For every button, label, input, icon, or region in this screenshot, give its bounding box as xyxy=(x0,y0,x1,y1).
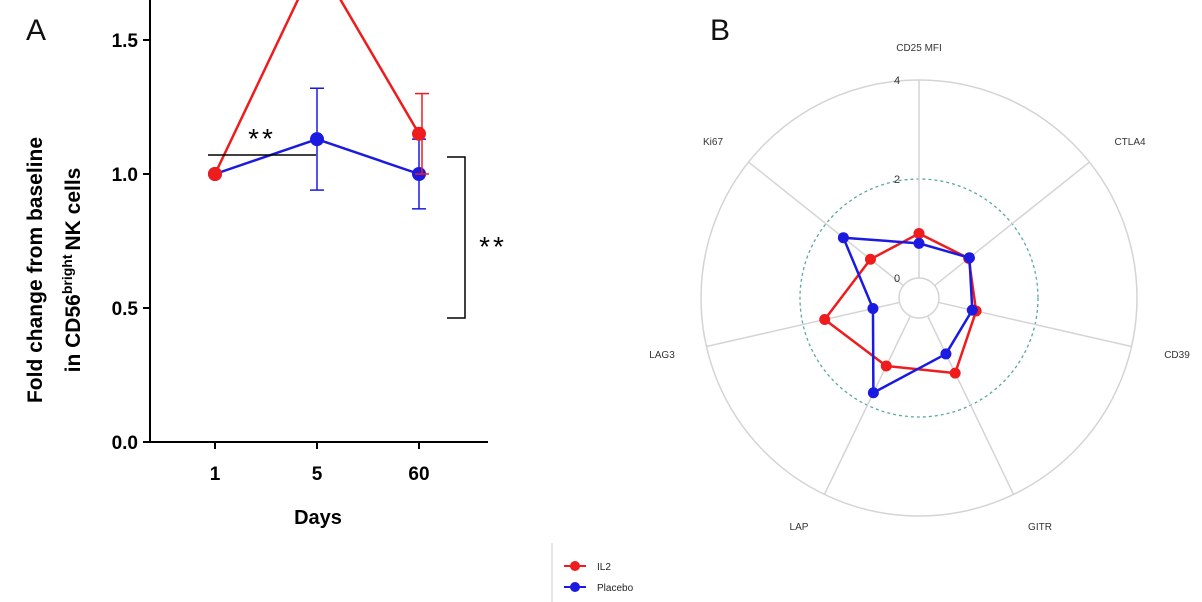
legend-swatch-marker xyxy=(570,561,580,571)
y-axis-label: Fold change from baseline in CD56bright N… xyxy=(24,137,85,403)
data-point xyxy=(412,126,426,141)
radar-point xyxy=(837,232,849,244)
x-tick-label: 60 xyxy=(408,464,429,485)
x-tick-label: 1 xyxy=(210,464,221,485)
panel-a-significance: ** ** xyxy=(208,123,507,319)
significance-bracket xyxy=(447,156,466,319)
legend: IL2 Placebo xyxy=(551,543,634,602)
panel-a-series xyxy=(208,0,429,210)
radar-point xyxy=(864,253,876,265)
radar-series xyxy=(819,227,982,399)
radar-point xyxy=(913,237,925,249)
radar-point xyxy=(949,367,961,379)
radar-spoke xyxy=(823,315,911,495)
legend-label: Placebo xyxy=(597,583,634,594)
radar-axis-label: LAP xyxy=(790,522,809,533)
radar-axis-labels: CD25 MFI CTLA4 CD39 GITR LAP LAG3 Ki67 xyxy=(649,43,1190,533)
radar-point xyxy=(867,303,879,315)
radar-tick-label: 2 xyxy=(894,174,900,186)
radar-tick-label: 0 xyxy=(894,273,900,285)
x-tick-label: 5 xyxy=(312,464,323,485)
x-axis-label: Days xyxy=(294,507,342,529)
y-tick-label: 1.0 xyxy=(112,165,138,186)
radar-point xyxy=(819,314,831,326)
radar-inner-ring xyxy=(898,277,940,319)
legend-swatch-marker xyxy=(570,582,580,592)
radar-tick-label: 4 xyxy=(894,75,900,87)
radar-spoke xyxy=(706,301,900,348)
radar-spoke xyxy=(934,161,1090,287)
radar-point xyxy=(963,252,975,264)
legend-label: IL2 xyxy=(597,562,611,573)
radar-point xyxy=(913,227,925,239)
radar-spoke xyxy=(748,161,904,287)
radar-axis-label: Ki67 xyxy=(703,137,723,148)
radar-point xyxy=(867,387,879,399)
radar-point xyxy=(880,360,892,372)
y-axis-label-line1: Fold change from baseline xyxy=(24,137,47,403)
significance-label: ** xyxy=(479,231,507,262)
series-line xyxy=(213,0,421,175)
y-tick-label: 0.5 xyxy=(112,299,139,320)
panel-a-letter: A xyxy=(26,14,46,47)
y-axis-label-line2: in CD56bright NK cells xyxy=(59,168,85,373)
y-axis-label-prefix: in CD56 xyxy=(62,294,85,372)
panel-b-letter: B xyxy=(710,14,730,47)
radar-axis-label: CD39 xyxy=(1164,350,1190,361)
y-tick-label: 1.5 xyxy=(112,31,139,52)
y-tick-label: 0.0 xyxy=(112,433,138,454)
data-point xyxy=(208,167,222,181)
radar-axis-label: GITR xyxy=(1028,522,1052,533)
y-axis-label-superscript: bright xyxy=(59,254,75,294)
radar-axis-label: LAG3 xyxy=(649,350,675,361)
radar-axis-label: CD25 MFI xyxy=(896,43,942,54)
radar-axis-label: CTLA4 xyxy=(1114,137,1146,148)
data-point xyxy=(310,132,324,147)
radar-grid: 0 2 4 xyxy=(700,75,1138,517)
radar-series-outline xyxy=(842,236,974,394)
y-axis-label-suffix: NK cells xyxy=(62,168,85,251)
panel-b-radar-chart: B 0 2 4 CD25 MFI CTLA4 CD39 GITR LAP LAG3 Ki67 xyxy=(649,14,1190,533)
radar-spoke xyxy=(927,315,1015,495)
radar-point xyxy=(940,348,952,360)
significance-label: ** xyxy=(248,123,276,154)
radar-point xyxy=(966,304,978,316)
